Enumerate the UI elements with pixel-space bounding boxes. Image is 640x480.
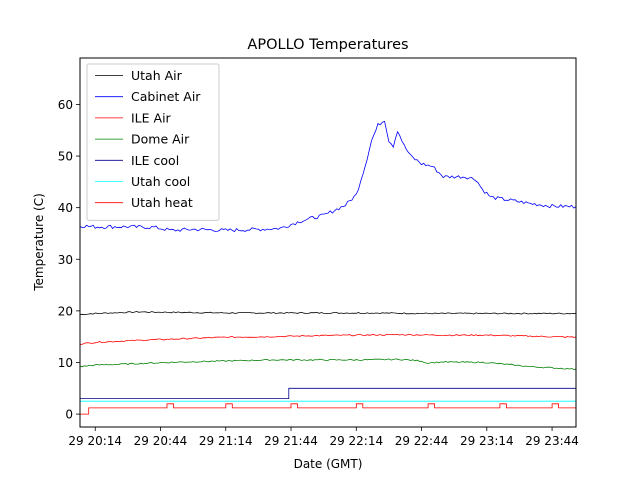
legend-label: Utah cool [131,174,190,189]
y-tick-label: 20 [58,304,73,318]
series-line-cabinet-air [79,120,577,233]
x-tick-label: 29 23:14 [460,434,514,448]
x-tick-label: 29 20:14 [68,434,122,448]
legend: Utah Air Cabinet Air ILE Air Dome Air ILE co… [86,63,220,221]
x-tick-label: 29 22:14 [329,434,383,448]
plot-frame [79,57,577,428]
legend-label: Utah Air [131,68,183,83]
y-tick-label: 50 [58,150,73,164]
y-tick-label: 0 [65,408,73,422]
y-tick-label: 30 [58,253,73,267]
chart-title: APOLLO Temperatures [247,37,408,53]
series-line-ile-air [79,333,577,345]
y-axis: 0 10 20 30 40 50 60 [58,98,80,422]
y-tick-label: 40 [58,201,73,215]
y-axis-label: Temperature (C) [32,193,46,292]
series-layer [79,120,577,415]
x-tick-label: 29 21:44 [264,434,318,448]
y-tick-label: 10 [58,356,73,370]
legend-label: ILE Air [131,110,172,125]
legend-label: Utah heat [131,195,193,210]
x-tick-label: 29 22:44 [395,434,449,448]
series-line-ile-cool [80,387,576,399]
series-line-utah-heat [80,403,576,415]
legend-label: Dome Air [131,132,190,147]
x-tick-label: 29 23:44 [525,434,579,448]
series-line-dome-air [79,358,577,370]
legend-label: Cabinet Air [131,89,201,104]
x-tick-label: 29 20:44 [134,434,188,448]
y-tick-label: 60 [58,98,73,112]
series-line-utah-air [79,310,577,316]
legend-label: ILE cool [131,153,179,168]
x-axis-label: Date (GMT) [294,457,363,471]
x-tick-label: 29 21:14 [199,434,253,448]
x-axis: 29 20:14 29 20:44 29 21:14 29 21:44 29 22:14… [68,427,579,448]
